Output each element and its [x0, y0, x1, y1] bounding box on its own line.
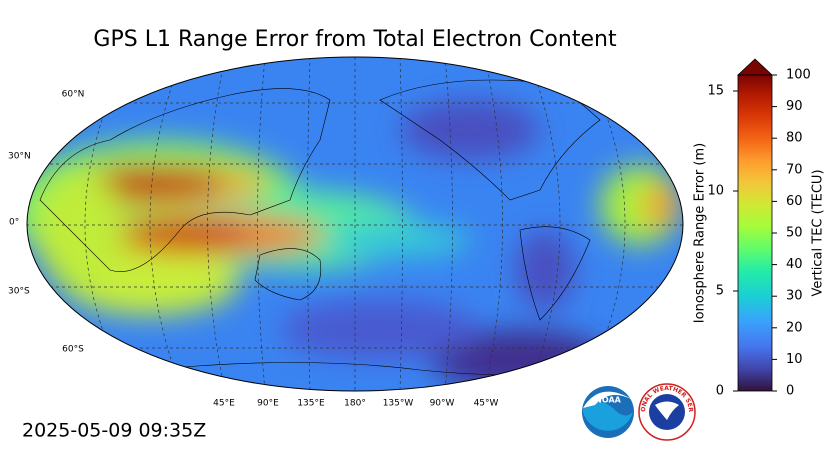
noaa-text: NOAA: [595, 396, 621, 405]
lon-label: 135°W: [383, 399, 414, 409]
title: GPS L1 Range Error from Total Electron C…: [93, 27, 617, 52]
lon-label: 45°E: [213, 399, 235, 409]
right-tick-label: 90: [786, 99, 803, 114]
lat-label: 0°: [9, 218, 19, 228]
lon-label: 90°W: [430, 399, 455, 409]
lon-label: 180°: [344, 399, 366, 409]
right-tick-label: 50: [786, 226, 803, 241]
colorbar-ticks: 0 5 10 15 0 10 20 30 40 50 60 70 80 90 100: [707, 68, 810, 399]
map-frame: [26, 56, 684, 392]
left-axis-label: Ionosphere Range Error (m): [693, 143, 708, 323]
noaa-logo: NOAA: [582, 386, 634, 438]
right-tick-label: 20: [786, 320, 803, 335]
tec-map: [27, 57, 683, 391]
left-tick-label: 0: [716, 384, 724, 399]
lat-label: 30°N: [8, 152, 31, 162]
colorbar-extension: [736, 58, 774, 76]
lat-label: 30°S: [8, 287, 30, 297]
right-axis-label: Vertical TEC (TECU): [811, 169, 826, 296]
right-tick-label: 60: [786, 194, 803, 209]
lon-label: 90°E: [257, 399, 279, 409]
left-tick-label: 15: [707, 84, 724, 99]
right-tick-label: 0: [786, 384, 794, 399]
right-tick-label: 80: [786, 131, 803, 146]
right-tick-label: 100: [786, 68, 811, 83]
lat-label: 60°N: [62, 90, 85, 100]
left-tick-label: 5: [716, 284, 724, 299]
geo-labels: 60°N 30°N 0° 30°S 60°S 45°E 90°E 135°E 180° 135°W…: [8, 90, 499, 409]
right-tick-label: 30: [786, 289, 803, 304]
colorbar: [738, 75, 772, 391]
lon-label: 45°W: [474, 399, 499, 409]
left-tick-label: 10: [707, 184, 724, 199]
right-tick-label: 70: [786, 162, 803, 177]
timestamp: 2025-05-09 09:35Z: [22, 420, 206, 442]
right-tick-label: 40: [786, 257, 803, 272]
lon-label: 135°E: [297, 399, 325, 409]
right-tick-label: 10: [786, 352, 803, 367]
lat-label: 60°S: [62, 345, 84, 355]
